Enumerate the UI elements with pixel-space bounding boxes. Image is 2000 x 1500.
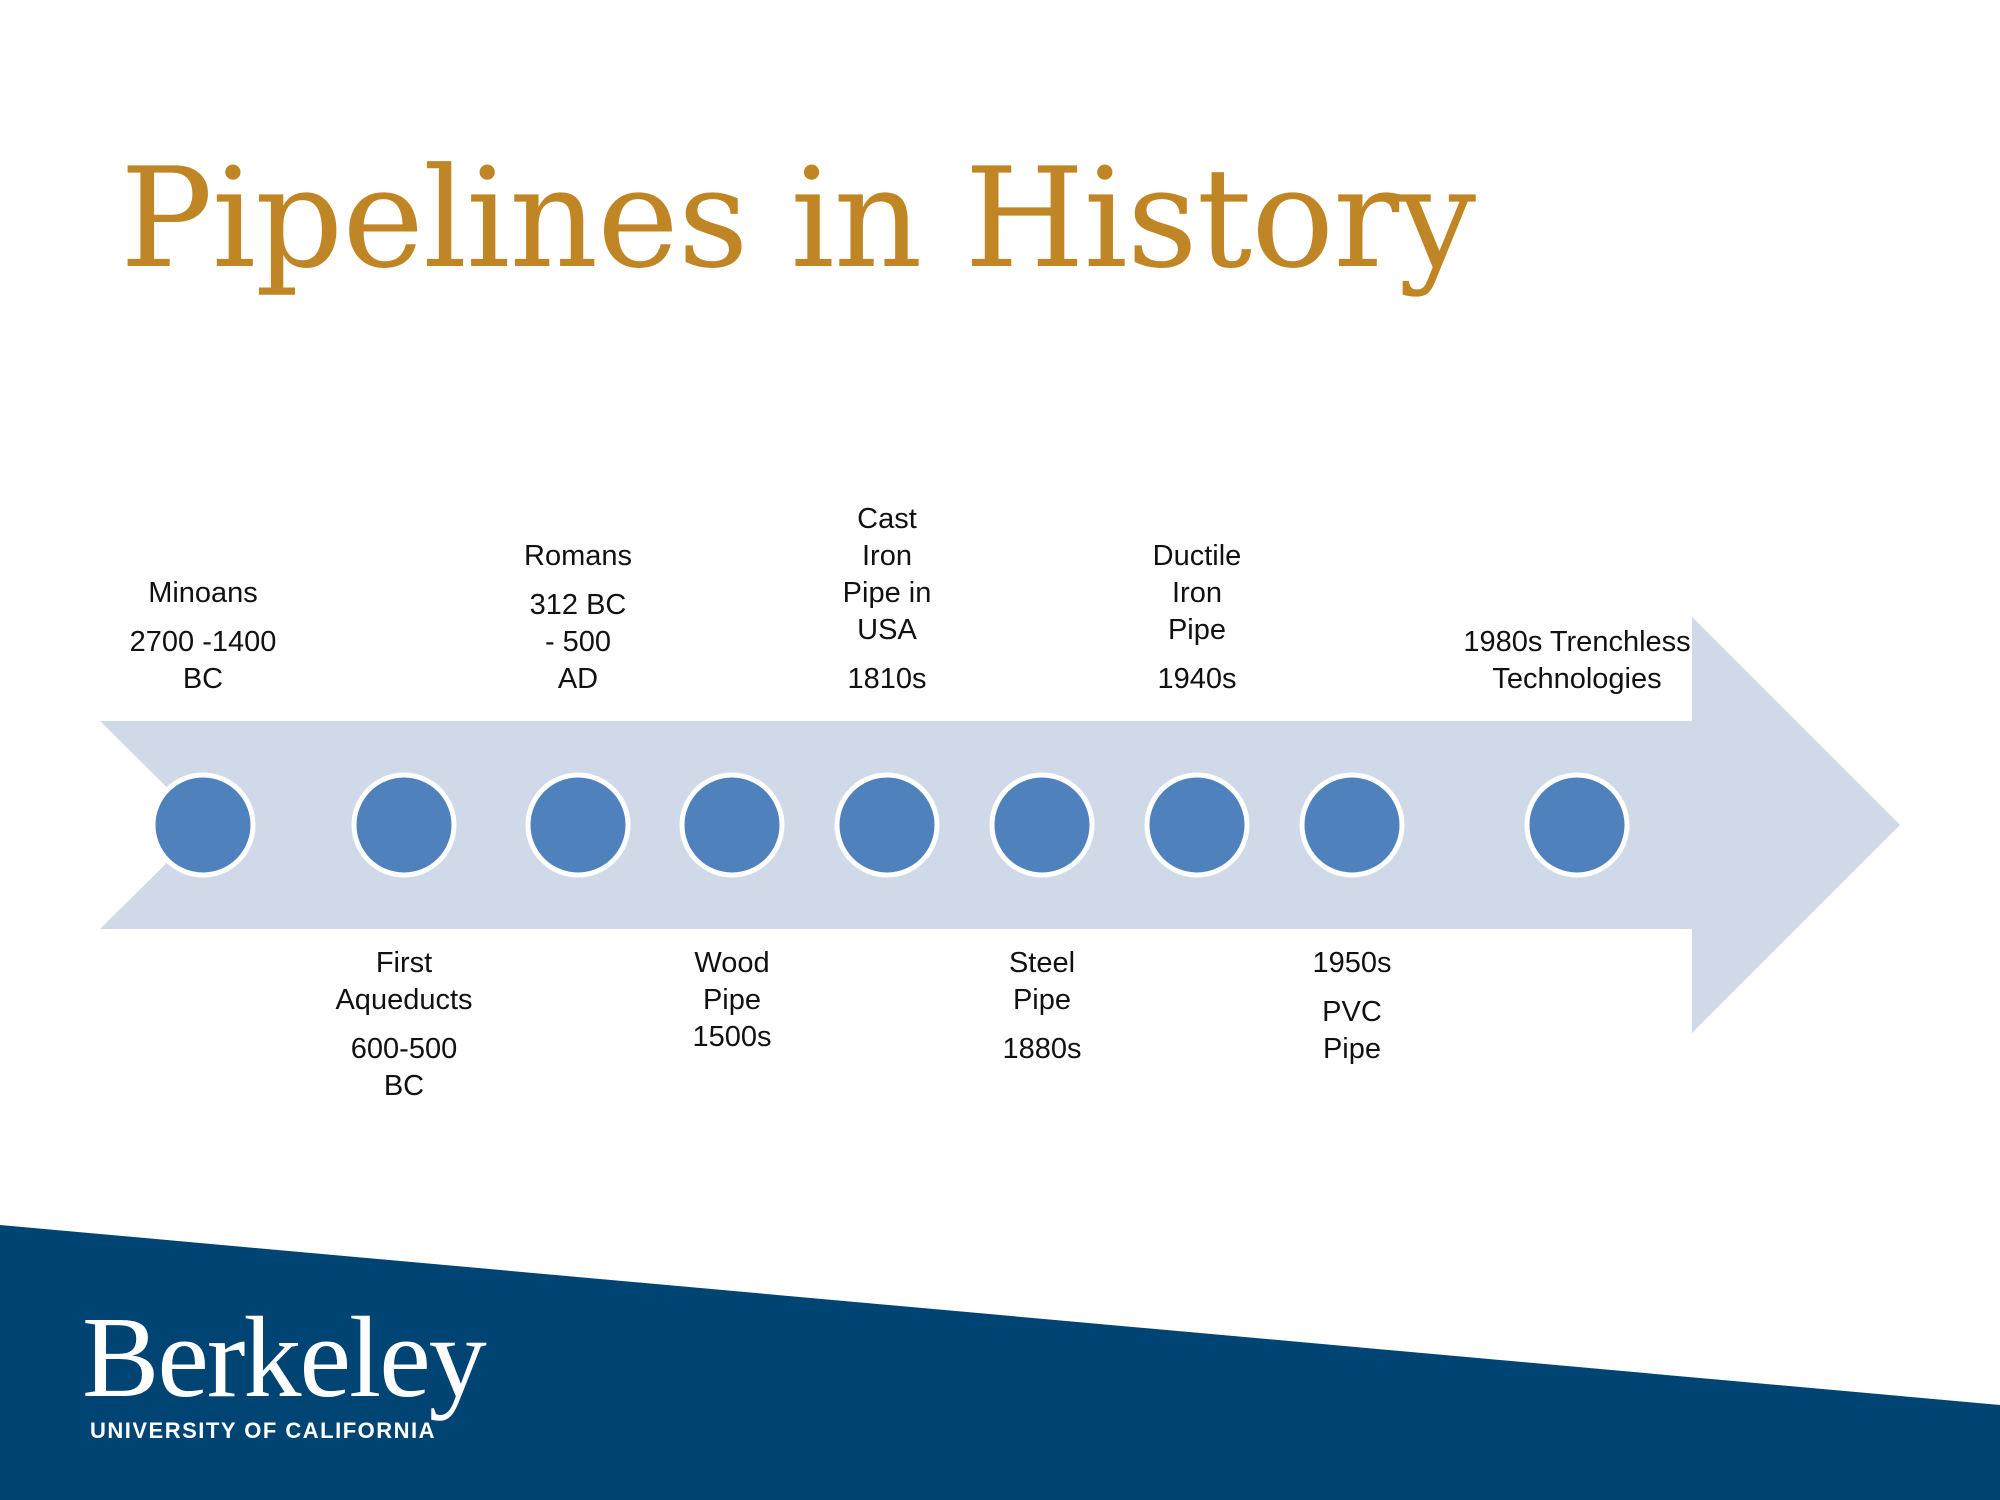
timeline-node-8 [1299, 772, 1405, 878]
timeline-label-7-title: Ductile Iron Pipe [1152, 540, 1242, 646]
timeline-label-1-title: Minoans [148, 577, 258, 609]
timeline-label-2-detail: 600-500 BC [350, 1033, 458, 1102]
timeline-label-5-title: Cast Iron Pipe in USA [842, 503, 932, 646]
timeline-node-1 [150, 772, 256, 878]
timeline-label-4-title: Wood Pipe 1500s [692, 947, 772, 1053]
timeline-node-9 [1524, 772, 1630, 878]
logo-wordmark: Berkeley [82, 1294, 487, 1422]
timeline-label-8: 1950s PVC Pipe [1227, 945, 1477, 1068]
timeline-label-3: Romans 312 BC - 500 AD [453, 538, 703, 698]
berkeley-logo: Berkeley UNIVERSITY OF CALIFORNIA [82, 1294, 487, 1444]
timeline-label-1-detail: 2700 -1400 BC [129, 626, 277, 695]
timeline-node-2 [351, 772, 457, 878]
timeline-label-3-title: Romans [524, 540, 632, 572]
logo-subtitle: UNIVERSITY OF CALIFORNIA [90, 1418, 437, 1443]
timeline-label-2: First Aqueducts 600-500 BC [279, 945, 529, 1105]
timeline-label-8-detail: PVC Pipe [1322, 996, 1382, 1065]
timeline-label-6-title: Steel Pipe [1008, 947, 1076, 1016]
timeline-label-2-title: First Aqueducts [335, 947, 473, 1016]
timeline-label-7-detail: 1940s [1157, 663, 1237, 695]
timeline-label-3-detail: 312 BC - 500 AD [529, 589, 627, 695]
timeline-label-4: Wood Pipe 1500s [607, 945, 857, 1056]
timeline-node-7 [1144, 772, 1250, 878]
timeline-node-5 [834, 772, 940, 878]
timeline-label-6: Steel Pipe 1880s [917, 945, 1167, 1068]
timeline-label-5: Cast Iron Pipe in USA 1810s [762, 501, 1012, 698]
slide-title: Pipelines in History [120, 138, 1476, 299]
timeline-node-3 [525, 772, 631, 878]
timeline-label-8-title: 1950s [1312, 947, 1392, 979]
timeline-nodes [150, 772, 1630, 878]
timeline-label-1: Minoans 2700 -1400 BC [78, 575, 328, 698]
timeline-label-7: Ductile Iron Pipe 1940s [1072, 538, 1322, 698]
timeline-label-6-detail: 1880s [1002, 1033, 1082, 1065]
timeline-label-9: 1980s Trenchless Technologies [1447, 624, 1707, 698]
timeline-label-9-title: 1980s Trenchless Technologies [1463, 626, 1691, 695]
timeline-node-4 [679, 772, 785, 878]
timeline-node-6 [989, 772, 1095, 878]
timeline-label-5-detail: 1810s [847, 663, 927, 695]
